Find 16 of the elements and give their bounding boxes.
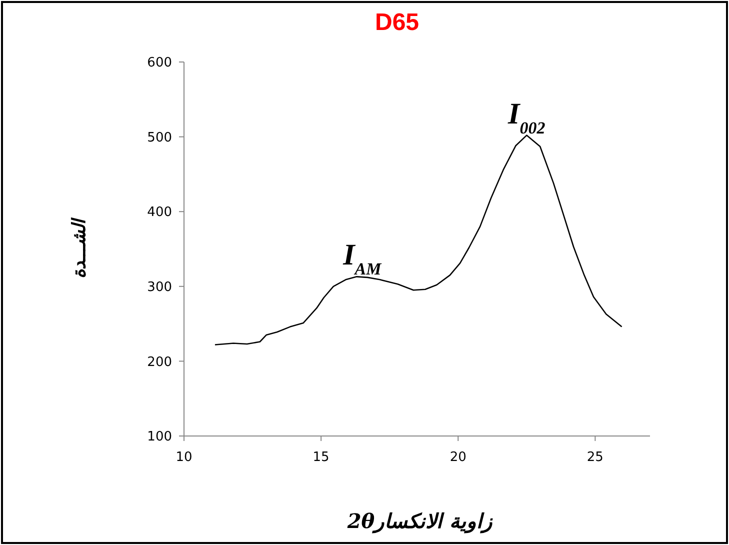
y-tick-label: 300 bbox=[147, 280, 172, 295]
y-tick-label: 600 bbox=[147, 56, 172, 71]
y-axis-title: الشـــدة bbox=[69, 216, 90, 278]
x-tick-label: 25 bbox=[586, 450, 604, 465]
line-series bbox=[214, 134, 622, 346]
x-tick-label: 20 bbox=[450, 450, 466, 465]
annotation: I$_{002}$ bbox=[507, 97, 546, 137]
y-tick-label: 400 bbox=[147, 205, 172, 220]
y-tick-label: 100 bbox=[147, 430, 172, 445]
x-axis-title: زاوية الانكسار2θ bbox=[346, 509, 494, 534]
chart-title: D65 bbox=[374, 9, 420, 36]
x-tick-label: 15 bbox=[312, 450, 330, 465]
annotation: I$_{AM}$ bbox=[342, 238, 382, 278]
y-tick-label: 200 bbox=[147, 354, 172, 370]
x-tick-label: 10 bbox=[176, 450, 192, 465]
y-tick-label: 500 bbox=[147, 130, 172, 146]
